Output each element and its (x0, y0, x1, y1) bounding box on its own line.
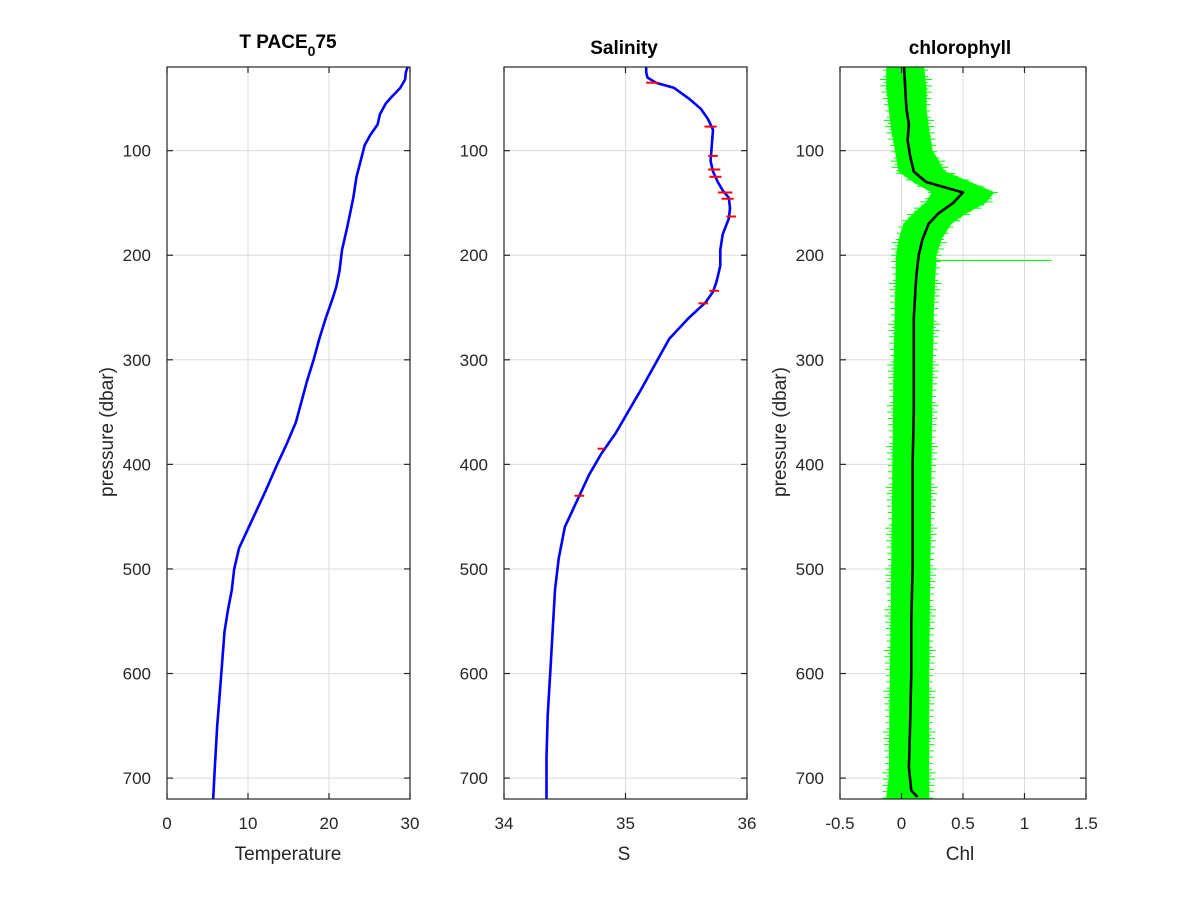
axes-box (503, 66, 748, 800)
x-tick-label: 1 (1020, 814, 1029, 833)
axes-frame: -0.5 0 0.5 1 1.5 100 200 300 400 500 600 700 (796, 66, 1098, 833)
profile-line (902, 66, 965, 798)
title-subscript: 0 (308, 43, 316, 59)
x-axis-label: Temperature (235, 844, 342, 865)
y-tick-label: 300 (123, 351, 151, 370)
y-tick-label: 400 (796, 455, 824, 474)
x-tick-label: 0 (162, 814, 171, 833)
title-suffix: 75 (315, 32, 337, 53)
y-tick-label: 300 (796, 351, 824, 370)
y-tick-label: 200 (460, 246, 488, 265)
plot-area (879, 66, 1052, 800)
x-tick-label: 20 (320, 814, 339, 833)
plot-area (211, 66, 409, 800)
salinity-panel: 34 35 36 100 200 300 400 500 600 700 Salinity S (460, 38, 757, 865)
grid (167, 67, 410, 799)
y-tick-label: 100 (460, 142, 488, 161)
plot-area (545, 67, 737, 799)
x-tick-label: 0 (897, 814, 906, 833)
grid (840, 67, 1086, 799)
y-tick-label: 400 (123, 455, 151, 474)
chart-title: T PACE075 (239, 32, 337, 59)
x-tick-label: 36 (738, 814, 757, 833)
grid (504, 67, 747, 799)
y-tick-label: 700 (123, 769, 151, 788)
profile-line (545, 67, 732, 799)
y-tick-label: 500 (123, 560, 151, 579)
x-tick-label: 0.5 (951, 814, 975, 833)
profile-line (211, 66, 409, 800)
axes-frame: 34 35 36 100 200 300 400 500 600 700 (460, 66, 757, 833)
y-tick-label: 100 (123, 142, 151, 161)
y-tick-label: 200 (123, 246, 151, 265)
x-tick-label: 35 (616, 814, 635, 833)
axes-box (839, 66, 1087, 800)
y-axis-label: pressure (dbar) (97, 367, 118, 497)
y-tick-label: 400 (460, 455, 488, 474)
x-tick-label: 30 (401, 814, 420, 833)
y-tick-label: 700 (460, 769, 488, 788)
y-tick-label: 500 (796, 560, 824, 579)
chlorophyll-panel: -0.5 0 0.5 1 1.5 100 200 300 400 500 600 700 chloro… (770, 38, 1098, 865)
y-tick-label: 600 (796, 665, 824, 684)
chart-title: chlorophyll (909, 38, 1011, 59)
y-tick-label: 500 (460, 560, 488, 579)
y-tick-label: 200 (796, 246, 824, 265)
y-tick-label: 600 (460, 665, 488, 684)
x-tick-label: 10 (239, 814, 258, 833)
x-tick-label: 1.5 (1074, 814, 1098, 833)
y-tick-label: 600 (123, 665, 151, 684)
y-tick-label: 300 (460, 351, 488, 370)
x-tick-label: -0.5 (825, 814, 854, 833)
x-tick-label: 34 (495, 814, 514, 833)
temperature-panel: 0 10 20 30 100 200 300 400 500 600 700 T PACE075 T… (97, 32, 419, 865)
x-axis-label: Chl (946, 844, 975, 865)
y-axis-label: pressure (dbar) (770, 367, 791, 497)
chart-title: Salinity (590, 38, 658, 59)
x-axis-label: S (618, 844, 631, 865)
axes-box (166, 66, 411, 800)
y-tick-label: 100 (796, 142, 824, 161)
y-tick-label: 700 (796, 769, 824, 788)
axes-frame: 0 10 20 30 100 200 300 400 500 600 700 (123, 66, 420, 833)
